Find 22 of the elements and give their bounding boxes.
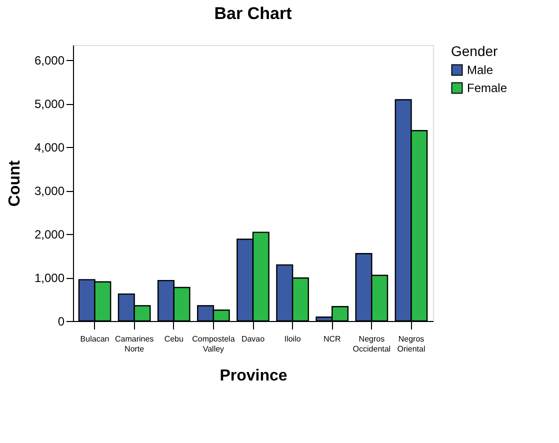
- legend-title: Gender: [451, 43, 498, 59]
- x-tick-label: Camarines Norte: [114, 334, 154, 354]
- x-tick-label: Negros Oriental: [397, 334, 426, 354]
- y-tick-label: 2,000: [34, 228, 65, 242]
- legend-label: Male: [467, 63, 494, 77]
- y-axis-title: Count: [6, 160, 24, 207]
- x-tick-label: Davao: [241, 334, 266, 344]
- y-tick-label: 4,000: [34, 140, 65, 155]
- y-tick-label: 1,000: [34, 271, 65, 286]
- x-tick-label: NCR: [323, 334, 342, 344]
- x-tick-label: Compostela Valley: [192, 334, 236, 354]
- y-tick-label: 0: [58, 314, 65, 328]
- y-tick-label: 3,000: [34, 184, 65, 198]
- chart-title: Bar Chart: [214, 4, 292, 23]
- x-tick-label: Bulacan: [80, 334, 110, 344]
- x-tick-label: Negros Occidental: [352, 334, 391, 354]
- y-tick-label: 6,000: [34, 54, 65, 68]
- x-axis-title: Province: [220, 368, 288, 384]
- legend-label: Female: [467, 81, 508, 95]
- x-tick-label: Cebu: [164, 334, 184, 344]
- x-tick-label: Iloilo: [284, 334, 302, 344]
- y-tick-label: 5,000: [34, 97, 65, 112]
